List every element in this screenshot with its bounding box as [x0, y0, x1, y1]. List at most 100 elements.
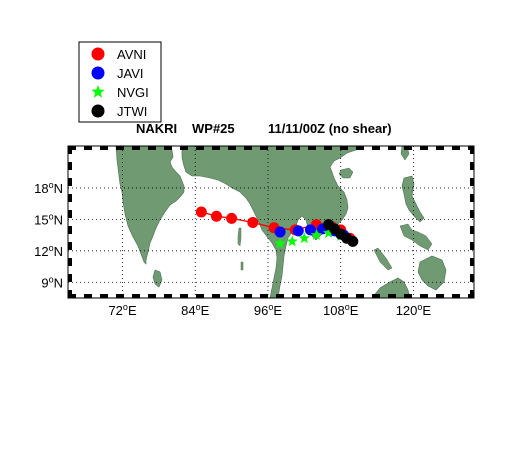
land-visayas — [399, 223, 433, 251]
frame-tick — [340, 294, 348, 298]
gridlines — [68, 146, 474, 298]
frame-tick — [116, 294, 124, 298]
frame-tick — [276, 294, 284, 298]
frame-tick — [148, 146, 156, 150]
frame-tick — [68, 290, 72, 298]
frame-tick — [68, 194, 72, 202]
point-javi-1 — [292, 225, 304, 237]
legend-label-javi: JAVI — [117, 66, 144, 81]
frame-tick — [436, 294, 444, 298]
frame-tick — [68, 226, 72, 234]
point-nvgi-0 — [274, 237, 286, 249]
land-nicobar — [240, 261, 244, 271]
frame-tick — [276, 146, 284, 150]
frame-tick — [68, 178, 72, 186]
legend-marker-avni — [91, 47, 105, 61]
point-jtwi-4 — [347, 235, 359, 247]
frame-tick — [308, 294, 316, 298]
legend-marker-javi — [91, 66, 105, 80]
land-hainan — [338, 167, 354, 179]
lon-label-108: 108oE — [323, 302, 359, 318]
point-avni-3 — [247, 217, 259, 229]
frame-tick — [68, 258, 72, 266]
map-frame — [67, 145, 475, 299]
lon-label-84: 84oE — [181, 302, 209, 318]
longitude-labels: 72oE 84oE 96oE 108oE 120oE — [108, 302, 431, 318]
frame-tick — [388, 146, 396, 150]
frame-tick — [470, 290, 474, 298]
point-nvgi-4 — [322, 227, 335, 238]
frame-tick — [470, 146, 474, 154]
frame-tick — [356, 146, 364, 150]
frame-tick — [452, 294, 460, 298]
title-product: WP#25 — [192, 121, 235, 136]
point-nvgi-2 — [298, 232, 310, 244]
frame-tick — [116, 146, 124, 150]
frame-tick — [292, 294, 300, 298]
frame-tick — [420, 294, 428, 298]
frame-tick — [196, 146, 204, 150]
point-javi-2 — [304, 224, 316, 236]
forecast-points — [195, 206, 359, 249]
frame-tick — [180, 146, 188, 150]
frame-tick — [260, 146, 268, 150]
title-storm: NAKRI — [136, 121, 177, 136]
frame-tick — [404, 294, 412, 298]
frame-tick — [180, 294, 188, 298]
frame-tick — [452, 146, 460, 150]
land-indochina — [181, 146, 361, 298]
frame-tick — [164, 146, 172, 150]
frame-tick — [470, 242, 474, 250]
point-avni-2 — [226, 212, 238, 224]
frame-tick — [470, 274, 474, 282]
lon-label-120: 120oE — [396, 302, 432, 318]
frame-tick — [244, 146, 252, 150]
lon-label-72: 72oE — [108, 302, 136, 318]
point-nvgi-1 — [286, 235, 298, 247]
map-panel — [67, 145, 475, 299]
legend: AVNI JAVI NVGI JTWI — [78, 41, 162, 123]
frame-tick — [388, 294, 396, 298]
legend-label-jtwi: JTWI — [117, 104, 147, 119]
frame-tick — [212, 294, 220, 298]
frame-tick — [68, 146, 72, 154]
lat-label-18: 18oN — [34, 180, 63, 196]
frame-tick — [292, 146, 300, 150]
frame-tick — [100, 146, 108, 150]
frame-tick — [308, 146, 316, 150]
land-sri-lanka — [152, 269, 163, 288]
frame-tick — [324, 146, 332, 150]
frame-tick — [372, 294, 380, 298]
frame-tick — [100, 294, 108, 298]
frame-outline — [67, 145, 475, 299]
point-nvgi-3 — [310, 229, 323, 240]
legend-label-nvgi: NVGI — [117, 85, 149, 100]
frame-tick — [470, 210, 474, 218]
frame-tick — [148, 294, 156, 298]
land-andaman — [237, 227, 242, 247]
land-palawan — [373, 247, 393, 271]
lon-label-96: 96oE — [254, 302, 282, 318]
frame-tick — [196, 294, 204, 298]
frame-tick — [372, 146, 380, 150]
frame-tick — [212, 146, 220, 150]
frame-tick — [356, 294, 364, 298]
latitude-labels: 18oN 15oN 12oN 9oN — [34, 180, 63, 290]
frame-tick — [340, 146, 348, 150]
frame-tick — [164, 294, 172, 298]
frame-tick — [68, 210, 72, 218]
legend-label-avni: AVNI — [117, 47, 146, 62]
point-javi-0 — [274, 226, 286, 238]
title-datetime: 11/11/00Z (no shear) — [268, 121, 392, 136]
point-avni-1 — [210, 210, 222, 222]
frame-tick — [68, 274, 72, 282]
frame-tick — [470, 178, 474, 186]
frame-tick — [68, 162, 72, 170]
legend-marker-jtwi — [91, 104, 105, 118]
frame-tick — [84, 146, 92, 150]
land-mindanao — [417, 255, 447, 291]
frame-tick — [436, 146, 444, 150]
frame-tick — [132, 146, 140, 150]
frame-tick — [470, 226, 474, 234]
